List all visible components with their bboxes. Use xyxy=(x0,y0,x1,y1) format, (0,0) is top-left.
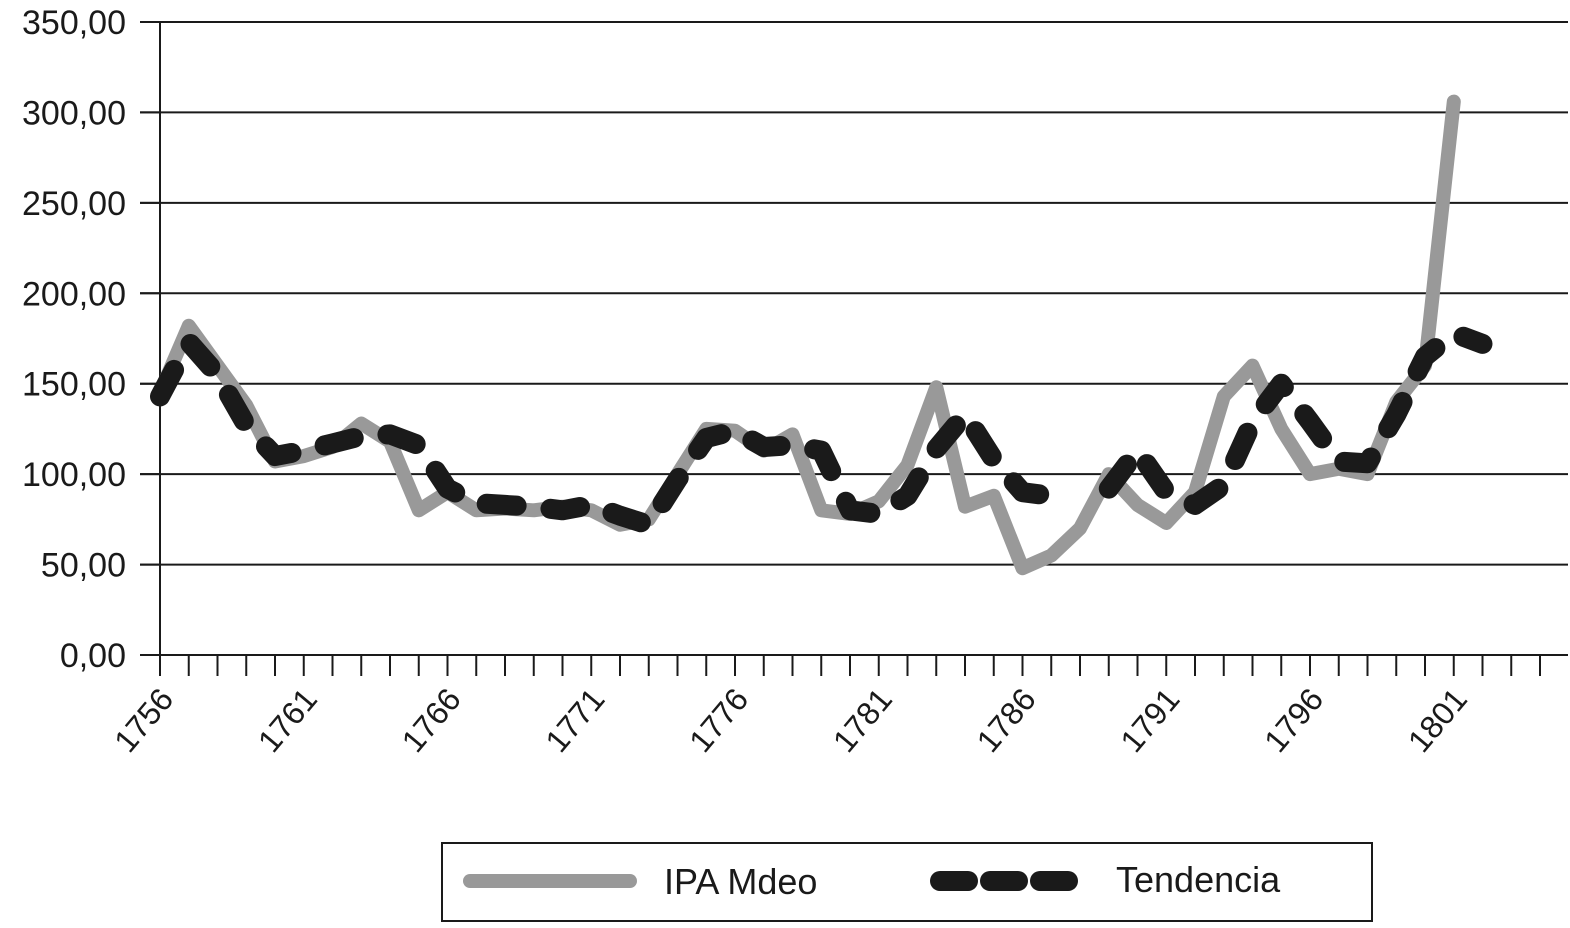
x-tick-label: 1761 xyxy=(251,681,324,759)
series-lines xyxy=(150,94,1493,576)
series-line-tendencia xyxy=(150,323,1493,535)
y-tick-label: 150,00 xyxy=(22,366,126,404)
x-tick-label: 1801 xyxy=(1401,681,1474,759)
x-tick-label: 1771 xyxy=(538,681,611,759)
x-tick-label: 1776 xyxy=(682,681,755,759)
y-tick-label: 250,00 xyxy=(22,185,126,223)
y-tick-label: 300,00 xyxy=(22,94,126,132)
legend: IPA Mdeo Tendencia xyxy=(441,842,1373,922)
y-tick-label: 350,00 xyxy=(22,4,126,42)
legend-label-ipa-mdeo: IPA Mdeo xyxy=(664,861,817,902)
axes: 0,00 50,00 100,00 150,00 200,00 250,00 300,00 3… xyxy=(22,4,1541,759)
x-tick-label: 1786 xyxy=(970,681,1043,759)
x-tick-label: 1781 xyxy=(826,681,899,759)
x-tick-label: 1766 xyxy=(395,681,468,759)
legend-label-tendencia: Tendencia xyxy=(1116,859,1281,900)
gridlines xyxy=(140,21,1568,656)
x-tick-label: 1756 xyxy=(107,681,180,759)
y-tick-label: 0,00 xyxy=(60,637,126,675)
x-tick-label: 1791 xyxy=(1113,681,1186,759)
y-tick-label: 200,00 xyxy=(22,275,126,313)
x-tick-label: 1796 xyxy=(1257,681,1330,759)
y-tick-label: 50,00 xyxy=(41,547,126,585)
y-tick-label: 100,00 xyxy=(22,456,126,494)
series-line-ipa-mdeo xyxy=(153,94,1461,576)
